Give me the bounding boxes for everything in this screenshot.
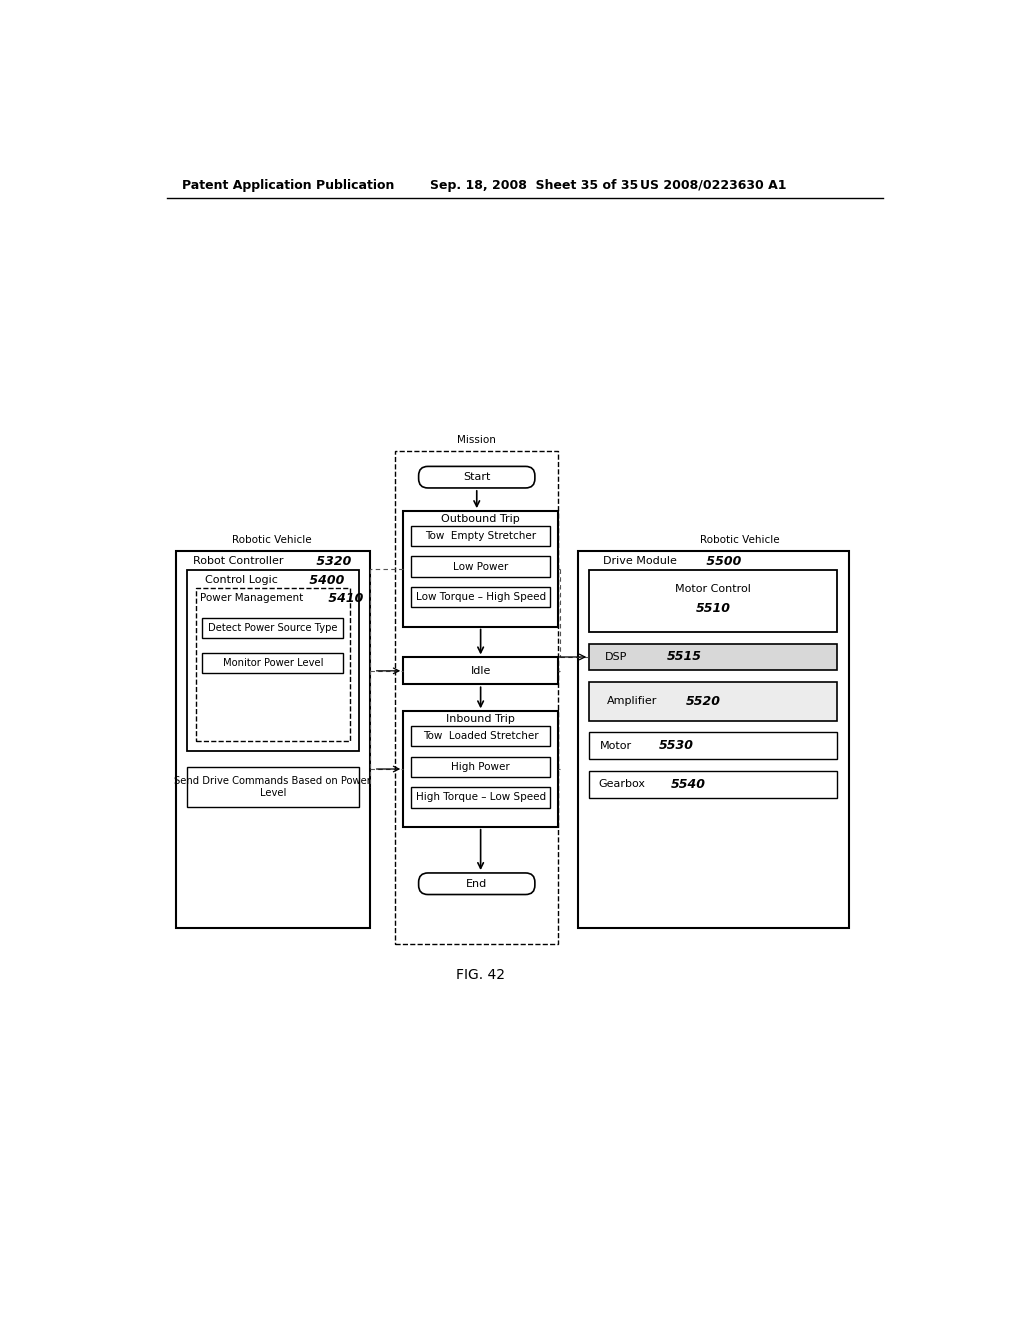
Text: Tow  Loaded Stretcher: Tow Loaded Stretcher [423, 731, 539, 741]
Text: FIG. 42: FIG. 42 [456, 968, 505, 982]
FancyBboxPatch shape [403, 511, 558, 627]
Text: Motor: Motor [600, 741, 632, 751]
Text: Detect Power Source Type: Detect Power Source Type [208, 623, 338, 634]
FancyBboxPatch shape [419, 466, 535, 488]
FancyBboxPatch shape [411, 756, 550, 776]
Text: Low Power: Low Power [453, 561, 508, 572]
FancyBboxPatch shape [187, 570, 359, 751]
Text: 5510: 5510 [695, 602, 731, 615]
Text: Gearbox: Gearbox [598, 779, 645, 789]
FancyBboxPatch shape [411, 726, 550, 746]
Text: 5500: 5500 [701, 554, 741, 568]
FancyBboxPatch shape [197, 589, 349, 741]
Text: Amplifier: Amplifier [606, 696, 657, 706]
FancyBboxPatch shape [187, 767, 359, 807]
Text: 5540: 5540 [671, 777, 706, 791]
FancyBboxPatch shape [403, 711, 558, 826]
Text: Idle: Idle [470, 665, 490, 676]
Text: 5520: 5520 [686, 694, 721, 708]
FancyBboxPatch shape [411, 557, 550, 577]
FancyBboxPatch shape [589, 644, 838, 671]
FancyBboxPatch shape [203, 618, 343, 638]
FancyBboxPatch shape [578, 552, 849, 928]
Text: Send Drive Commands Based on Power
Level: Send Drive Commands Based on Power Level [174, 776, 372, 797]
Text: Drive Module: Drive Module [602, 556, 677, 566]
Text: Sep. 18, 2008  Sheet 35 of 35: Sep. 18, 2008 Sheet 35 of 35 [430, 178, 639, 191]
FancyBboxPatch shape [403, 657, 558, 684]
Text: Low Torque – High Speed: Low Torque – High Speed [416, 593, 546, 602]
FancyBboxPatch shape [589, 682, 838, 721]
Text: Inbound Trip: Inbound Trip [446, 714, 515, 723]
FancyBboxPatch shape [589, 771, 838, 797]
Text: Robot Controller: Robot Controller [193, 556, 284, 566]
Text: 5400: 5400 [305, 574, 345, 587]
Text: End: End [466, 879, 487, 888]
Text: Monitor Power Level: Monitor Power Level [222, 657, 324, 668]
FancyBboxPatch shape [395, 451, 558, 944]
FancyBboxPatch shape [203, 653, 343, 673]
FancyBboxPatch shape [411, 587, 550, 607]
FancyBboxPatch shape [411, 525, 550, 545]
Text: High Power: High Power [452, 762, 510, 772]
Text: Power Management: Power Management [201, 593, 304, 603]
Text: Outbound Trip: Outbound Trip [441, 513, 520, 524]
FancyBboxPatch shape [589, 733, 838, 759]
Text: Start: Start [463, 473, 490, 482]
Text: Motor Control: Motor Control [675, 583, 751, 594]
Text: US 2008/0223630 A1: US 2008/0223630 A1 [640, 178, 786, 191]
Text: Tow  Empty Stretcher: Tow Empty Stretcher [425, 531, 537, 541]
Text: Patent Application Publication: Patent Application Publication [182, 178, 394, 191]
Text: Control Logic: Control Logic [205, 576, 278, 585]
Text: 5410: 5410 [324, 591, 364, 605]
Text: High Torque – Low Speed: High Torque – Low Speed [416, 792, 546, 803]
Text: 5530: 5530 [658, 739, 694, 752]
Text: DSP: DSP [605, 652, 628, 661]
Text: 5320: 5320 [311, 554, 351, 568]
Text: Robotic Vehicle: Robotic Vehicle [232, 535, 312, 545]
FancyBboxPatch shape [411, 788, 550, 808]
Text: Mission: Mission [458, 436, 497, 445]
FancyBboxPatch shape [176, 552, 370, 928]
Text: Robotic Vehicle: Robotic Vehicle [700, 535, 780, 545]
FancyBboxPatch shape [419, 873, 535, 895]
Text: 5515: 5515 [667, 651, 701, 664]
FancyBboxPatch shape [589, 570, 838, 632]
